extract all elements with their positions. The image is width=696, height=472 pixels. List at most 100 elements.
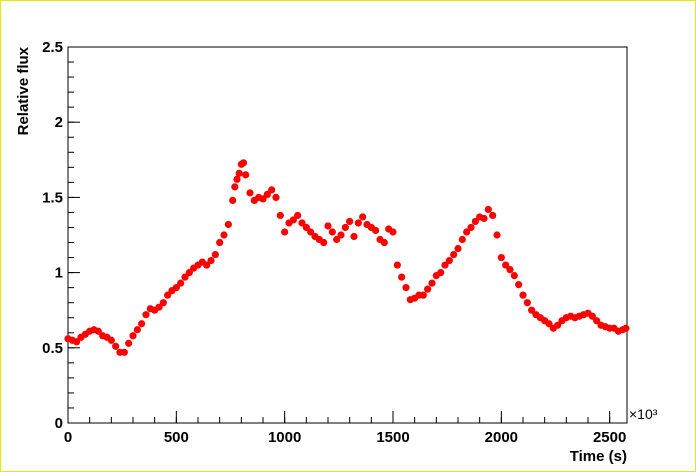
point xyxy=(393,261,401,269)
point xyxy=(233,175,241,183)
point xyxy=(419,291,427,299)
point xyxy=(359,213,367,221)
point xyxy=(181,273,189,281)
point xyxy=(528,306,536,314)
point xyxy=(231,183,239,191)
point xyxy=(216,238,224,247)
point xyxy=(242,171,250,179)
x-axis-title: Time (s) xyxy=(570,448,627,465)
point xyxy=(239,159,248,167)
point xyxy=(235,169,243,177)
point xyxy=(350,232,358,241)
point xyxy=(398,273,406,281)
point xyxy=(263,190,271,198)
x-tick-label: 2000 xyxy=(485,429,518,446)
y-tick-label: 1.5 xyxy=(42,189,63,206)
point xyxy=(437,269,445,277)
point xyxy=(224,220,232,229)
point xyxy=(289,216,297,224)
point xyxy=(133,326,141,334)
point xyxy=(523,299,531,307)
y-tick-label: 2 xyxy=(55,114,63,131)
point xyxy=(502,261,510,269)
point xyxy=(484,205,492,214)
point xyxy=(142,311,150,319)
point xyxy=(510,272,518,280)
point xyxy=(159,299,167,307)
point xyxy=(298,219,306,227)
point xyxy=(207,256,215,265)
point xyxy=(172,284,180,292)
point xyxy=(73,338,81,346)
point xyxy=(454,244,462,253)
point xyxy=(588,312,596,320)
point xyxy=(302,223,310,232)
point xyxy=(120,348,128,356)
point xyxy=(593,317,601,325)
y-axis-title: Relative flux xyxy=(15,46,32,135)
point xyxy=(554,321,562,329)
point xyxy=(129,332,137,340)
point xyxy=(324,222,332,230)
point xyxy=(380,238,388,247)
point xyxy=(268,186,276,194)
point xyxy=(493,231,501,239)
y-tick-label: 2.5 xyxy=(42,39,63,56)
point xyxy=(445,256,453,265)
point xyxy=(441,261,449,269)
point xyxy=(337,231,345,239)
point xyxy=(328,228,336,236)
point xyxy=(354,219,362,227)
point xyxy=(515,281,523,289)
point xyxy=(389,228,397,236)
point xyxy=(276,211,284,220)
x-tick-label: 2500 xyxy=(593,429,626,446)
point xyxy=(107,336,115,344)
point xyxy=(519,291,527,299)
point xyxy=(155,303,163,311)
point xyxy=(138,320,146,328)
point xyxy=(489,211,497,220)
point xyxy=(125,339,133,347)
point xyxy=(333,235,341,244)
point xyxy=(94,327,102,335)
point xyxy=(458,235,466,244)
point xyxy=(471,217,479,226)
point xyxy=(229,196,237,205)
point xyxy=(402,284,410,292)
point xyxy=(463,228,471,236)
y-tick-label: 1 xyxy=(55,265,63,282)
point xyxy=(294,211,302,220)
x-tick-label: 500 xyxy=(164,429,189,446)
point xyxy=(346,217,354,226)
point xyxy=(497,253,505,262)
x-tick-label: 1500 xyxy=(376,429,409,446)
point xyxy=(428,279,436,287)
point xyxy=(480,214,488,223)
point xyxy=(307,228,315,236)
point xyxy=(259,195,267,203)
y-tick-label: 0 xyxy=(55,415,63,432)
point xyxy=(220,231,228,239)
point xyxy=(281,228,289,236)
point xyxy=(341,223,349,232)
point xyxy=(211,250,219,259)
point xyxy=(372,226,380,235)
x-tick-label: 1000 xyxy=(268,429,301,446)
point xyxy=(177,279,185,287)
plot-frame xyxy=(67,46,628,424)
point xyxy=(185,269,193,277)
x-multiplier: ×10³ xyxy=(629,406,658,422)
point xyxy=(467,223,475,232)
point xyxy=(506,265,514,274)
point xyxy=(320,238,328,247)
point xyxy=(164,291,172,299)
point xyxy=(622,324,630,332)
point xyxy=(203,261,211,269)
point xyxy=(545,320,553,328)
point xyxy=(246,189,254,197)
point xyxy=(450,250,458,259)
x-tick-label: 0 xyxy=(64,429,72,446)
point xyxy=(424,285,432,293)
